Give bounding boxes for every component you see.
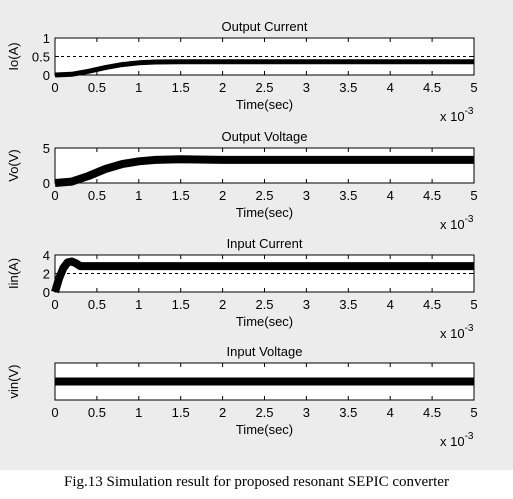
- x-tick-label: 2.5: [255, 80, 273, 95]
- y-axis-label: Vo(V): [6, 149, 21, 182]
- x-tick-label: 3: [303, 80, 310, 95]
- x-tick-label: 5: [470, 297, 477, 312]
- x-tick-label: 3.5: [339, 80, 357, 95]
- x-tick-label: 1.5: [172, 80, 190, 95]
- chart-title: Output Voltage: [221, 129, 307, 144]
- x-multiplier-label: x 10-3: [440, 431, 474, 449]
- x-tick-label: 2: [219, 80, 226, 95]
- data-series-line: [51, 257, 474, 294]
- chart-title: Output Current: [222, 19, 308, 34]
- y-tick-label: 4: [43, 248, 50, 263]
- x-tick-label: 5: [470, 405, 477, 420]
- x-axis-label: Time(sec): [236, 205, 293, 220]
- x-tick-label: 1.5: [172, 188, 190, 203]
- x-tick-label: 2.5: [255, 405, 273, 420]
- x-tick-label: 3.5: [339, 297, 357, 312]
- x-tick-label: 1.5: [172, 405, 190, 420]
- x-tick-label: 4.5: [423, 297, 441, 312]
- y-tick-label: 1: [43, 31, 50, 46]
- y-tick-label: 0: [43, 285, 50, 300]
- x-tick-label: 0: [51, 80, 58, 95]
- y-axis-label: vin(V): [6, 365, 21, 399]
- x-multiplier-label: x 10-3: [440, 106, 474, 124]
- chart-title: Input Voltage: [227, 344, 303, 359]
- y-tick-label: 0.5: [32, 50, 50, 65]
- x-tick-label: 0.5: [88, 80, 106, 95]
- data-series-line: [54, 59, 474, 78]
- x-tick-label: 4: [387, 80, 394, 95]
- y-tick-label: 2: [43, 267, 50, 282]
- x-tick-label: 3: [303, 297, 310, 312]
- figure-panel: Output Current 0 0.5 1 1.5 2 2.5 3 3.5 4 4.5 5 0 0.5 1…: [0, 0, 513, 470]
- x-tick-label: 0: [51, 297, 58, 312]
- y-tick-label: 0: [43, 68, 50, 83]
- x-tick-label: 2: [219, 405, 226, 420]
- y-tick-label: 5: [43, 141, 50, 156]
- x-tick-label: 1: [135, 188, 142, 203]
- x-tick-label: 1: [135, 405, 142, 420]
- x-tick-label: 0: [51, 188, 58, 203]
- x-tick-label: 4: [387, 188, 394, 203]
- x-tick-label: 0.5: [88, 188, 106, 203]
- x-multiplier-label: x 10-3: [440, 323, 474, 341]
- x-tick-label: 2: [219, 188, 226, 203]
- x-tick-label: 1: [135, 297, 142, 312]
- x-tick-label: 4.5: [423, 188, 441, 203]
- x-tick-label: 1: [135, 80, 142, 95]
- data-series-line: [54, 155, 474, 187]
- x-tick-label: 3.5: [339, 188, 357, 203]
- x-tick-label: 0: [51, 405, 58, 420]
- x-tick-label: 0.5: [88, 405, 106, 420]
- x-multiplier-label: x 10-3: [440, 214, 474, 232]
- x-tick-label: 4.5: [423, 80, 441, 95]
- y-axis-label: Iin(A): [6, 258, 21, 289]
- x-axis-label: Time(sec): [236, 422, 293, 437]
- x-tick-label: 5: [470, 188, 477, 203]
- x-tick-label: 4.5: [423, 405, 441, 420]
- x-axis-label: Time(sec): [236, 97, 293, 112]
- x-tick-label: 1.5: [172, 297, 190, 312]
- x-tick-label: 4: [387, 297, 394, 312]
- x-tick-label: 4: [387, 405, 394, 420]
- x-tick-label: 3.5: [339, 405, 357, 420]
- x-tick-label: 2.5: [255, 188, 273, 203]
- x-tick-label: 3: [303, 405, 310, 420]
- x-tick-label: 2.5: [255, 297, 273, 312]
- y-tick-label: 0: [43, 176, 50, 191]
- x-tick-label: 3: [303, 188, 310, 203]
- chart-title: Input Current: [227, 236, 303, 251]
- y-axis-label: Io(A): [6, 42, 21, 70]
- x-tick-label: 2: [219, 297, 226, 312]
- x-tick-label: 5: [470, 80, 477, 95]
- figure-caption: Fig.13 Simulation result for proposed re…: [64, 474, 449, 490]
- x-tick-label: 0.5: [88, 297, 106, 312]
- x-axis-label: Time(sec): [236, 314, 293, 329]
